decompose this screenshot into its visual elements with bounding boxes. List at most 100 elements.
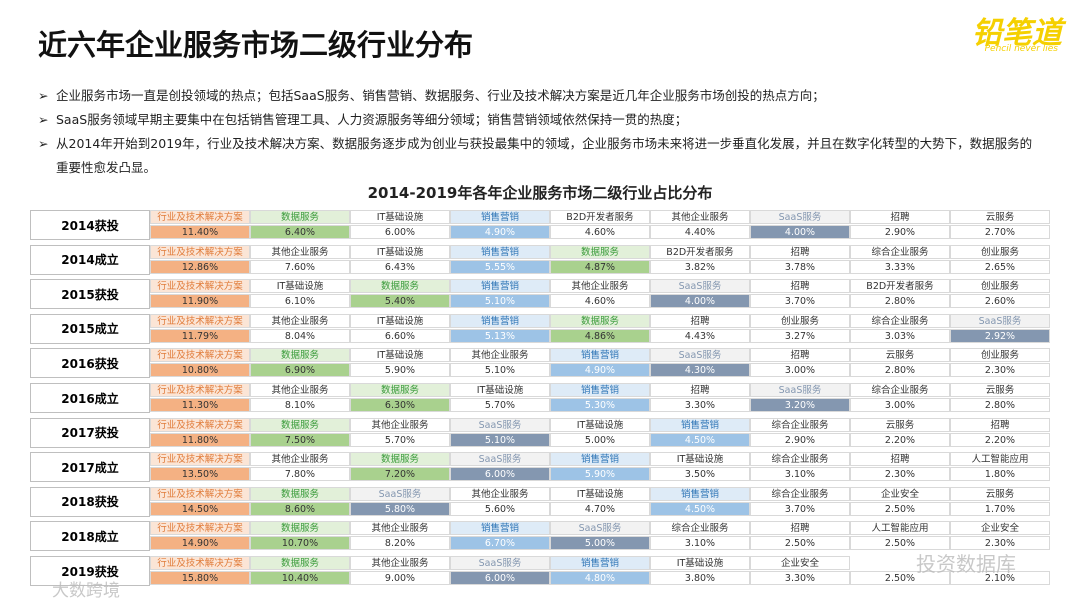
cell-value: 10.80% (150, 363, 250, 378)
cell-value: 5.40% (350, 294, 450, 309)
cell-value: 2.80% (850, 294, 950, 309)
row-label: 2016获投 (30, 348, 150, 379)
cell-label: 招聘 (750, 244, 850, 259)
cell-label: 综合企业服务 (750, 417, 850, 432)
cell-value: 3.03% (850, 328, 950, 343)
cell-label: 综合企业服务 (850, 313, 950, 328)
row-label: 2016成立 (30, 383, 150, 413)
bullet: 从2014年开始到2019年，行业及技术解决方案、数据服务逐步成为创业与获投最集… (38, 132, 1040, 180)
cell-label: 数据服务 (550, 313, 650, 328)
cell-value: 2.30% (950, 536, 1050, 551)
cell-value: 4.30% (650, 363, 750, 378)
cell-value: 4.90% (550, 363, 650, 378)
cell-value: 7.50% (250, 432, 350, 447)
cell-label: 销售营销 (450, 279, 550, 294)
cell-label: SaaS服务 (650, 279, 750, 294)
cell-label: 数据服务 (350, 279, 450, 294)
cell-value: 4.50% (650, 501, 750, 516)
cell-value: 1.70% (950, 501, 1050, 516)
bullet: 企业服务市场一直是创投领域的热点；包括SaaS服务、销售营销、数据服务、行业及技… (38, 84, 1040, 108)
cell-value: 7.60% (250, 259, 350, 274)
cell-label: 综合企业服务 (850, 244, 950, 259)
cell-value: 3.00% (750, 363, 850, 378)
cell-value: 11.79% (150, 328, 250, 343)
cell-label: 人工智能应用 (950, 452, 1050, 467)
cell-value: 5.80% (350, 501, 450, 516)
cell-value: 8.10% (250, 398, 350, 412)
cell-label: 其他企业服务 (350, 417, 450, 432)
cell-value: 11.90% (150, 294, 250, 309)
cell-label: 销售营销 (450, 210, 550, 224)
cell-value: 5.55% (450, 259, 550, 274)
cell-label: 销售营销 (550, 383, 650, 397)
cell-value: 15.80% (150, 571, 250, 585)
cell-label: SaaS服务 (650, 348, 750, 363)
cell-value: 7.80% (250, 467, 350, 482)
cell-value: 3.50% (650, 467, 750, 482)
cell-label: 销售营销 (450, 244, 550, 259)
cell-value: 5.13% (450, 328, 550, 343)
cell-label: 其他企业服务 (550, 279, 650, 294)
cell-label: SaaS服务 (750, 383, 850, 397)
cell-label: 综合企业服务 (650, 521, 750, 536)
cell-value: 3.82% (650, 259, 750, 274)
cell-value: 13.50% (150, 467, 250, 482)
cell-label: 企业安全 (750, 556, 850, 570)
cell-value: 6.00% (450, 467, 550, 482)
cell-label: 其他企业服务 (250, 244, 350, 259)
cell-label: 云服务 (850, 348, 950, 363)
row-label: 2017成立 (30, 452, 150, 483)
cell-value: 2.50% (750, 536, 850, 551)
cell-label: IT基础设施 (450, 383, 550, 397)
cell-value: 12.86% (150, 259, 250, 274)
cell-label: 数据服务 (550, 244, 650, 259)
cell-value: 8.20% (350, 536, 450, 551)
cell-label: 招聘 (750, 348, 850, 363)
cell-value: 5.10% (450, 363, 550, 378)
cell-value: 8.60% (250, 501, 350, 516)
cell-label: B2D开发者服务 (650, 244, 750, 259)
cell-label: 其他企业服务 (450, 348, 550, 363)
cell-label: SaaS服务 (450, 417, 550, 432)
cell-label: 行业及技术解决方案 (150, 210, 250, 224)
cell-label: 行业及技术解决方案 (150, 348, 250, 363)
cell-value: 3.80% (650, 571, 750, 585)
cell-value: 2.60% (950, 294, 1050, 309)
cell-value: 2.30% (950, 363, 1050, 378)
cell-label: 人工智能应用 (850, 521, 950, 536)
cell-label: 创业服务 (750, 313, 850, 328)
cell-label: 行业及技术解决方案 (150, 417, 250, 432)
watermark: 投资数据库 (916, 552, 1016, 576)
title: 近六年企业服务市场二级行业分布 (38, 28, 474, 62)
cell-value: 4.60% (550, 225, 650, 239)
cell-label: 行业及技术解决方案 (150, 452, 250, 467)
cell-value: 1.80% (950, 467, 1050, 482)
cell-label: 招聘 (850, 210, 950, 224)
cell-value: 2.20% (950, 432, 1050, 447)
row-label: 2014获投 (30, 210, 150, 240)
cell-label: 综合企业服务 (750, 452, 850, 467)
cell-value: 4.87% (550, 259, 650, 274)
cell-label: 企业安全 (950, 521, 1050, 536)
cell-value: 5.90% (350, 363, 450, 378)
cell-value: 10.40% (250, 571, 350, 585)
cell-label: B2D开发者服务 (850, 279, 950, 294)
cell-value: 6.40% (250, 225, 350, 239)
cell-label: 招聘 (950, 417, 1050, 432)
cell-value: 3.30% (650, 398, 750, 412)
cell-label: 创业服务 (950, 244, 1050, 259)
cell-label: 销售营销 (450, 521, 550, 536)
cell-label: 其他企业服务 (350, 556, 450, 570)
cell-value: 4.86% (550, 328, 650, 343)
row-label: 2018成立 (30, 521, 150, 552)
cell-value: 4.60% (550, 294, 650, 309)
cell-value: 11.80% (150, 432, 250, 447)
table-title: 2014-2019年各年企业服务市场二级行业占比分布 (367, 184, 713, 202)
cell-value: 3.27% (750, 328, 850, 343)
cell-label: 数据服务 (250, 521, 350, 536)
cell-label: 数据服务 (250, 210, 350, 224)
cell-label: 行业及技术解决方案 (150, 383, 250, 397)
cell-value: 3.30% (750, 571, 850, 585)
cell-value: 2.80% (950, 398, 1050, 412)
